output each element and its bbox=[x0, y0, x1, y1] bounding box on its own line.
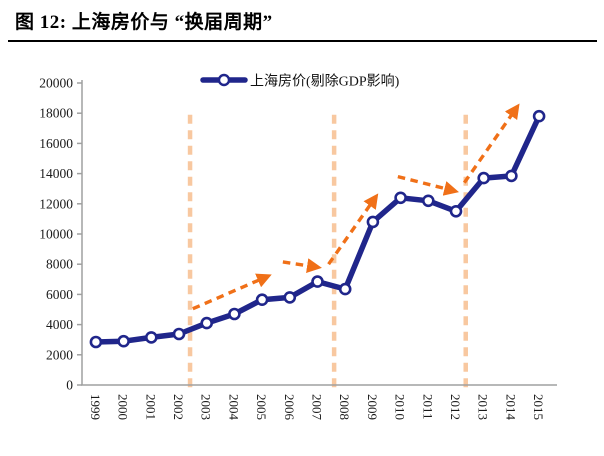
transition-vlines bbox=[187, 114, 468, 392]
chart-legend: 上海房价(剔除GDP影响) bbox=[200, 74, 400, 90]
svg-text:2001: 2001 bbox=[143, 394, 158, 420]
svg-text:2007: 2007 bbox=[310, 394, 325, 421]
svg-text:上海房价(剔除GDP影响): 上海房价(剔除GDP影响) bbox=[250, 74, 400, 90]
svg-text:2002: 2002 bbox=[171, 394, 186, 420]
axes: 0 2000 4000 6000 8000 10000 12000 14000 16000 180… bbox=[39, 76, 557, 421]
svg-text:1999: 1999 bbox=[88, 394, 103, 420]
svg-text:2011: 2011 bbox=[420, 394, 435, 420]
svg-text:12000: 12000 bbox=[39, 196, 73, 211]
svg-text:2012: 2012 bbox=[448, 394, 463, 420]
svg-text:10000: 10000 bbox=[39, 227, 73, 242]
svg-text:0: 0 bbox=[66, 378, 73, 393]
svg-text:16000: 16000 bbox=[39, 136, 73, 151]
price-series bbox=[89, 109, 546, 349]
svg-text:18000: 18000 bbox=[39, 106, 73, 121]
svg-text:2000: 2000 bbox=[46, 347, 73, 362]
svg-text:2004: 2004 bbox=[226, 394, 241, 421]
svg-text:2015: 2015 bbox=[531, 394, 546, 420]
svg-text:2010: 2010 bbox=[393, 394, 408, 420]
svg-text:2013: 2013 bbox=[476, 394, 491, 420]
title-divider bbox=[8, 40, 597, 42]
svg-text:8000: 8000 bbox=[46, 257, 73, 272]
svg-text:6000: 6000 bbox=[46, 287, 73, 302]
svg-text:4000: 4000 bbox=[46, 317, 73, 332]
svg-text:2009: 2009 bbox=[365, 394, 380, 420]
figure-title: 图 12: 上海房价与 “换届周期” bbox=[15, 12, 273, 33]
svg-text:2000: 2000 bbox=[116, 394, 131, 420]
trend-arrows bbox=[192, 103, 520, 311]
svg-text:2006: 2006 bbox=[282, 394, 297, 421]
svg-text:2005: 2005 bbox=[254, 394, 269, 420]
svg-text:2008: 2008 bbox=[337, 394, 352, 420]
svg-text:14000: 14000 bbox=[39, 166, 73, 181]
svg-text:2014: 2014 bbox=[503, 394, 518, 421]
svg-text:20000: 20000 bbox=[39, 76, 73, 91]
svg-text:2003: 2003 bbox=[199, 394, 214, 420]
